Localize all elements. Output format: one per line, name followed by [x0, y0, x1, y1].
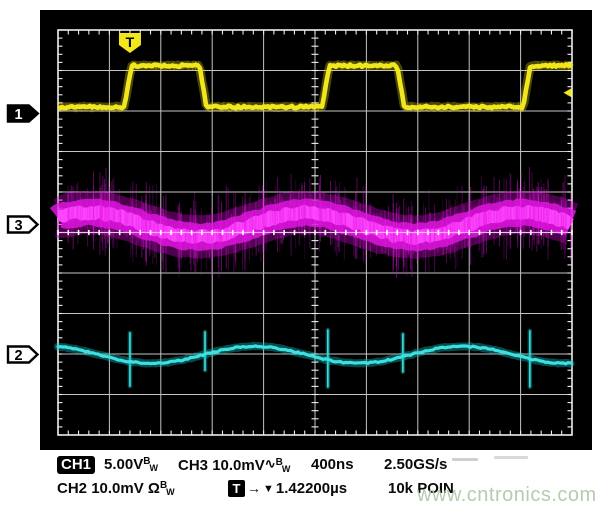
ch2-marker-label: 2 — [14, 348, 22, 364]
scope-screen: T — [40, 10, 592, 450]
sample-rate-value: 2.50GS/s — [384, 456, 448, 473]
record-length-value: 10k POIN — [388, 480, 454, 497]
compression-artifact — [452, 458, 478, 461]
ch1-bw-limit-indicator: B — [143, 456, 151, 467]
waveform-display: T — [40, 29, 589, 436]
ch1-badge: CH1 — [57, 456, 96, 474]
readout-line-1: CH1 5.00VBW CH3 10.0mV∿BW 400ns 2.50GS/s — [0, 456, 600, 478]
trigger-flag-label: T — [126, 34, 135, 50]
trigger-badge: T — [228, 480, 245, 497]
ch3-trace — [40, 166, 589, 278]
readout-line-2: CH2 10.0mV ΩBW T → ▼ 1.42200µs 10k POIN — [0, 480, 600, 502]
channel-marker-ch3: 3 — [6, 214, 40, 235]
ch2-marker-shape: 2 — [6, 345, 40, 364]
trigger-position-flag: T — [118, 33, 572, 98]
ch2-impedance-icon: Ω — [147, 480, 160, 497]
trigger-arrow-icon: → — [247, 480, 261, 496]
channel-marker-ch1: 1 — [6, 103, 40, 124]
channel-marker-ch2: 2 — [6, 344, 40, 365]
ch3-scale: CH3 10.0mV∿BW — [178, 456, 291, 474]
compression-artifact — [494, 456, 528, 459]
timebase-value: 400ns — [311, 456, 354, 473]
trigger-slope-icon: ▼ — [263, 483, 274, 495]
ch1-trace — [55, 60, 575, 113]
ch1-marker-label: 1 — [14, 106, 22, 122]
ch3-marker-label: 3 — [14, 218, 22, 234]
ch2-trace — [54, 327, 575, 390]
ch3-marker-shape: 3 — [6, 215, 40, 234]
ch3-bw-limit-indicator: B — [275, 457, 283, 468]
trigger-time-value: 1.42200µs — [275, 480, 348, 497]
ch3-coupling-icon: ∿ — [264, 456, 276, 471]
trigger-level-arrow — [563, 88, 572, 98]
ch1-scale: 5.00VBW — [104, 456, 158, 473]
ch1-marker-shape: 1 — [6, 103, 40, 122]
ch2-bw-limit-indicator: B — [159, 480, 168, 491]
watermark: www.cntronics.com — [417, 484, 597, 506]
trigger-readout: T → ▼ 1.42200µs — [228, 480, 347, 497]
center-graticule-overlay — [57, 229, 573, 236]
ch2-scale: CH2 10.0mV ΩBW — [57, 480, 175, 497]
